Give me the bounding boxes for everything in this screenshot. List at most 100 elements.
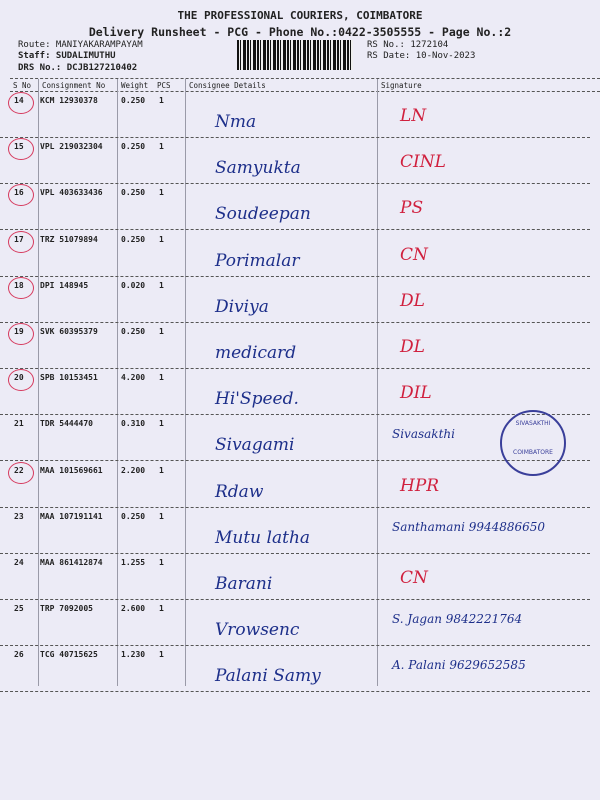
col-consignee: Consignee Details: [189, 81, 266, 90]
row-pcs: 1: [159, 96, 164, 105]
row-signature: Santhamani 9944886650: [392, 519, 546, 534]
row-pcs: 1: [159, 142, 164, 152]
circle-mark: [8, 276, 34, 299]
row-sno: 26: [14, 650, 24, 660]
row-consignee-handwriting: Barani: [215, 574, 273, 594]
row-divider: [0, 368, 590, 369]
row-weight: 0.250: [121, 234, 146, 244]
col-consignment: Consignment No: [42, 81, 106, 90]
staff: Staff: SUDALIMUTHU: [18, 51, 116, 61]
row-pcs: 1: [159, 558, 164, 567]
row-consignee-handwriting: Vrowsenc: [215, 620, 300, 641]
row-divider: [0, 414, 590, 416]
row-weight: 0.020: [121, 280, 146, 290]
rs-date: RS Date: 10-Nov-2023: [367, 51, 476, 61]
stamp-text: SIVASAKTHI: [515, 420, 551, 427]
row-consignee-handwriting: Palani Samy: [215, 666, 321, 687]
row-consignment-no: MAA 107191141: [40, 511, 103, 521]
row-consignee-handwriting: Rdaw: [215, 481, 264, 502]
row-consignment-no: VPL 403633436: [40, 188, 103, 198]
row-weight: 0.250: [121, 188, 146, 198]
row-consignment-no: VPL 219032304: [40, 142, 103, 152]
row-consignment-no: DPI 148945: [40, 280, 89, 290]
row-divider: [0, 506, 590, 508]
row-sno: 24: [14, 558, 24, 567]
row-sno: 23: [14, 511, 24, 521]
row-weight: 2.200: [121, 465, 146, 475]
circle-mark: [8, 184, 34, 207]
row-pcs: 1: [159, 604, 164, 614]
row-consignee-handwriting: Diviya: [215, 296, 269, 317]
row-consignment-no: TCG 40715625: [40, 650, 98, 660]
row-signature: Sivasakthi: [392, 427, 455, 442]
row-sno: 21: [14, 419, 24, 429]
row-divider: [0, 321, 590, 323]
row-signature: DL: [400, 290, 425, 311]
circle-mark: [8, 92, 34, 114]
row-pcs: 1: [159, 511, 164, 521]
circle-mark: [8, 461, 34, 484]
company-title: THE PROFESSIONAL COURIERS, COIMBATORE: [177, 9, 423, 22]
row-consignment-no: TRP 7092005: [40, 604, 93, 614]
column-line: [38, 79, 39, 686]
row-consignee-handwriting: Nma: [215, 112, 257, 132]
circle-mark: [8, 138, 34, 161]
row-consignment-no: TDR 5444470: [40, 419, 93, 429]
row-pcs: 1: [159, 188, 164, 198]
stamp-text: COIMBATORE: [513, 449, 553, 456]
col-sno: S No: [13, 81, 32, 90]
row-weight: 0.310: [121, 419, 146, 429]
row-signature: PS: [400, 198, 424, 219]
circle-mark: [8, 369, 34, 392]
row-weight: 0.250: [121, 511, 146, 521]
rs-no: RS No.: 1272104: [367, 40, 449, 50]
row-consignment-no: KCM 12930378: [40, 96, 98, 105]
row-divider: [0, 229, 590, 231]
row-weight: 4.200: [121, 373, 146, 383]
row-pcs: 1: [159, 650, 164, 660]
row-divider: [0, 275, 590, 277]
row-signature: DIL: [400, 383, 432, 404]
drs-no: DRS No.: DCJB127210402: [18, 63, 138, 73]
row-signature: S. Jagan 9842221764: [392, 612, 523, 627]
row-consignment-no: MAA 101569661: [40, 465, 103, 475]
row-consignment-no: TRZ 51079894: [40, 234, 98, 244]
row-divider: [0, 137, 590, 138]
row-pcs: 1: [159, 234, 164, 244]
row-pcs: 1: [159, 327, 164, 336]
row-weight: 0.250: [121, 96, 146, 105]
col-pcs: PCS: [157, 81, 171, 90]
row-consignee-handwriting: medicard: [215, 343, 297, 363]
row-consignee-handwriting: Sivagami: [215, 435, 295, 456]
row-signature: CN: [400, 244, 428, 265]
row-sno: 25: [14, 604, 24, 614]
row-signature: CINL: [400, 152, 446, 173]
divider: [10, 91, 600, 92]
row-pcs: 1: [159, 280, 164, 290]
company-stamp: SIVASAKTHI COIMBATORE: [500, 410, 566, 476]
row-weight: 1.230: [121, 650, 146, 660]
row-consignment-no: SPB 10153451: [40, 373, 98, 383]
row-signature: A. Palani 9629652585: [392, 658, 526, 673]
column-line: [377, 79, 378, 686]
row-pcs: 1: [159, 373, 164, 383]
row-weight: 2.600: [121, 604, 146, 614]
row-consignee-handwriting: Samyukta: [215, 158, 301, 179]
row-divider: [0, 599, 590, 600]
runsheet-subtitle: Delivery Runsheet - PCG - Phone No.:0422…: [88, 25, 512, 39]
row-pcs: 1: [159, 419, 164, 429]
row-signature: CN: [400, 568, 428, 588]
row-pcs: 1: [159, 465, 164, 475]
row-consignment-no: MAA 861412874: [40, 558, 103, 567]
col-signature: Signature: [381, 81, 422, 90]
row-consignee-handwriting: Hi'Speed.: [215, 389, 299, 410]
row-consignee-handwriting: Porimalar: [215, 250, 300, 271]
row-divider: [0, 645, 590, 647]
row-signature: HPR: [400, 475, 440, 496]
row-divider: [0, 183, 590, 185]
column-line: [185, 79, 186, 686]
divider: [10, 78, 600, 79]
row-divider: [0, 691, 590, 693]
col-weight: Weight: [121, 81, 149, 90]
row-weight: 0.250: [121, 142, 146, 152]
